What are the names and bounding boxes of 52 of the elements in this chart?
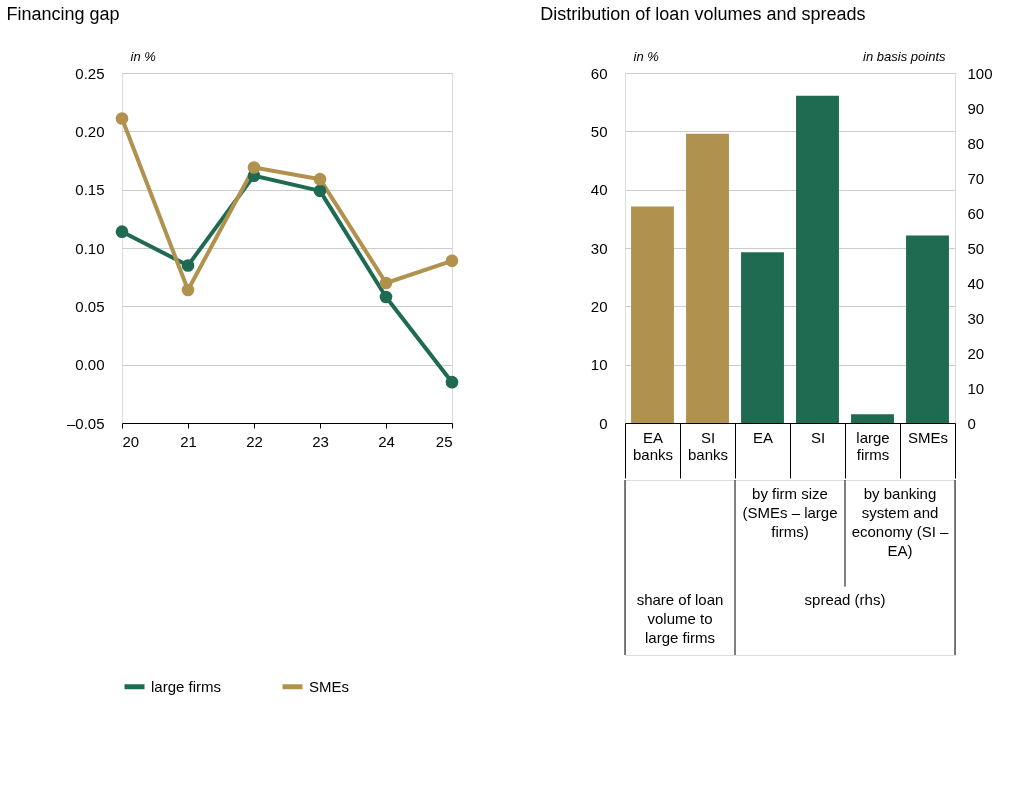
text: by banking system and economy (SI – EA) <box>851 484 950 559</box>
y-tick-label: 50 <box>590 122 608 140</box>
legend-label: large firms <box>151 677 222 695</box>
chart-title: Distribution of loan volumes and spreads <box>540 4 866 24</box>
y-tick-label: 40 <box>590 181 608 199</box>
x-tick-label: EA <box>752 428 774 446</box>
y2-tick-label: 20 <box>967 344 985 362</box>
y-tick-label: 30 <box>590 239 608 257</box>
y-tick-label: 0.00 <box>75 356 105 374</box>
y-tick-label: –0.05 <box>66 414 105 432</box>
x-tick-label: 25 <box>435 432 453 450</box>
bar <box>796 95 839 423</box>
x-tick-label: large firms <box>856 428 890 463</box>
x-tick-label: 21 <box>180 432 197 450</box>
bar <box>741 252 784 423</box>
bar <box>906 235 949 423</box>
y2-tick-label: 10 <box>967 379 985 397</box>
y-tick-label: 0.10 <box>75 239 105 257</box>
y-axis-title: in % <box>130 48 156 64</box>
y-tick-label: 0 <box>599 414 608 432</box>
y-tick-label: 0.20 <box>75 122 105 140</box>
x-tick-label: 24 <box>378 432 395 450</box>
y2-tick-label: 30 <box>967 309 985 327</box>
y-tick-label: 20 <box>590 297 608 315</box>
x-tick-label: 20 <box>122 432 140 450</box>
text: share of loan volume to large firms <box>636 590 724 646</box>
y2-tick-label: 90 <box>967 99 985 117</box>
y2-tick-label: 50 <box>967 239 985 257</box>
y2-tick-label: 60 <box>967 204 985 222</box>
x-tick-label: SMEs <box>907 428 949 446</box>
chart-title: Financing gap <box>6 4 120 24</box>
x-tick-label: EA banks <box>632 428 674 463</box>
x-tick-label: 23 <box>312 432 329 450</box>
y2-tick-label: 100 <box>967 64 993 82</box>
bar <box>851 414 894 423</box>
y2-axis-title: in basis points <box>863 48 946 64</box>
y2-tick-label: 0 <box>967 414 976 432</box>
y2-tick-label: 70 <box>967 169 985 187</box>
y2-tick-label: 40 <box>967 274 985 292</box>
x-tick-label: 22 <box>246 432 263 450</box>
x-tick-label: SI banks <box>687 428 729 463</box>
y-tick-label: 0.15 <box>75 181 105 199</box>
y-tick-label: 60 <box>590 64 608 82</box>
y-tick-label: 10 <box>590 356 608 374</box>
legend-label: SMEs <box>309 677 350 695</box>
y2-tick-label: 80 <box>967 134 985 152</box>
text: by firm size (SMEs – large firms) <box>742 484 838 540</box>
text: spread (rhs) <box>804 590 886 608</box>
x-tick-label: SI <box>810 428 826 446</box>
y-tick-label: 0.25 <box>75 64 105 82</box>
y-tick-label: 0.05 <box>75 297 105 315</box>
y-axis-title: in % <box>633 48 659 64</box>
